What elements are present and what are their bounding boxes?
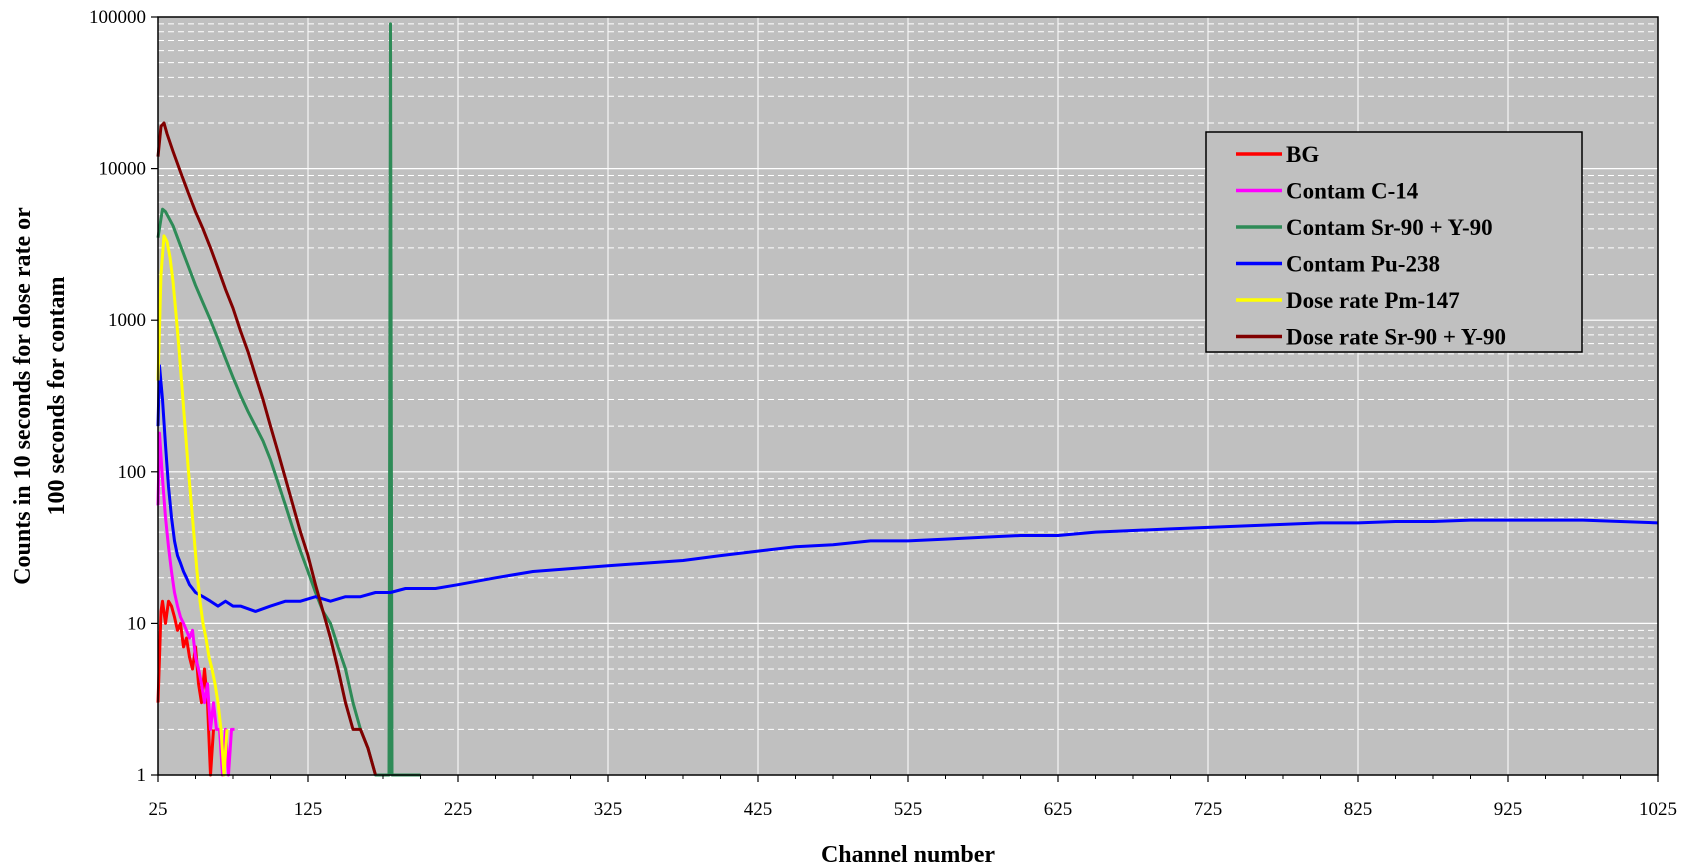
x-axis-ticks: 25 125 225 325 425 525 625 725 825 925 1025: [149, 775, 1677, 820]
y-axis-title-line-1: Counts in 10 seconds for dose rate or: [10, 207, 36, 585]
legend-label-contam-c-14: Contam C-14: [1286, 179, 1419, 204]
series-line-dose-rate-sr-90-y-90: [156, 121, 377, 776]
legend: BG Contam C-14 Contam Sr-90 + Y-90 Contam P…: [1205, 131, 1583, 353]
series-line-dose-rate-pm-147: [156, 234, 229, 777]
series-lines: [156, 22, 1659, 777]
x-tick-label: 225: [444, 799, 473, 820]
x-tick-label: 525: [894, 799, 923, 820]
legend-label-dose-rate-sr-90-y-90: Dose rate Sr-90 + Y-90: [1286, 325, 1506, 350]
x-tick-label: 625: [1044, 799, 1073, 820]
x-tick-label: 425: [744, 799, 773, 820]
y-tick-label: 10000: [99, 159, 147, 180]
y-tick-label: 100: [118, 462, 147, 483]
y-tick-label: 1000: [108, 310, 146, 331]
legend-label-contam-sr-90-y-90: Contam Sr-90 + Y-90: [1286, 215, 1493, 240]
legend-label-bg: BG: [1286, 142, 1319, 167]
series-line-bg: [156, 599, 215, 777]
x-axis-title: Channel number: [821, 842, 995, 865]
y-tick-label: 1: [137, 765, 147, 786]
legend-box: [1205, 131, 1583, 353]
y-tick-label: 10: [127, 613, 146, 634]
x-tick-label: 825: [1344, 799, 1373, 820]
series-line-contam-pu-238: [156, 364, 1659, 613]
y-tick-label: 100000: [89, 7, 146, 28]
x-tick-label: 725: [1194, 799, 1223, 820]
legend-label-dose-rate-pm-147: Dose rate Pm-147: [1286, 288, 1460, 313]
x-tick-label: 325: [594, 799, 623, 820]
x-tick-label: 125: [294, 799, 323, 820]
x-tick-label: 1025: [1639, 799, 1677, 820]
y-axis-title-line-2: 100 seconds for contam: [44, 277, 70, 516]
y-axis-ticks: 1 10 100 1000 10000 100000: [89, 7, 158, 786]
x-tick-label: 925: [1494, 799, 1523, 820]
x-tick-label: 25: [149, 799, 168, 820]
legend-label-contam-pu-238: Contam Pu-238: [1286, 252, 1440, 277]
